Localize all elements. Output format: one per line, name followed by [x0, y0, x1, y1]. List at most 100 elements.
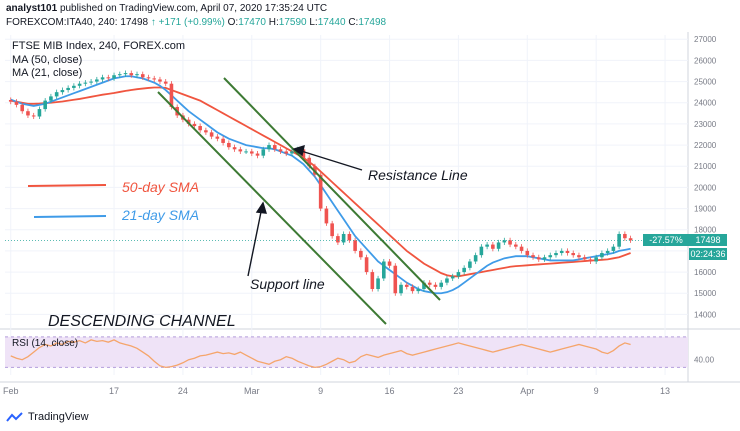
candle-body [209, 132, 214, 137]
candle-body [588, 259, 593, 262]
candle-body [548, 255, 553, 258]
rsi-panel [5, 336, 688, 369]
candle [66, 85, 70, 93]
candle [485, 242, 489, 250]
candle [347, 231, 352, 243]
candle [83, 80, 88, 87]
candle [284, 148, 289, 157]
candle [582, 254, 587, 262]
candle [204, 127, 208, 135]
candle [112, 72, 116, 81]
candle-body [152, 78, 157, 80]
candle [353, 237, 357, 254]
y-tick-label: 14000 [694, 310, 717, 319]
candle-body [491, 244, 495, 249]
candle-body [106, 77, 111, 79]
candle [370, 269, 375, 292]
close-value: 17498 [358, 17, 387, 28]
x-tick-label: 17 [109, 386, 119, 396]
candle-body [341, 233, 346, 243]
candle-body [284, 151, 289, 154]
support-arrowhead [255, 201, 267, 214]
candle [422, 280, 426, 292]
candle-body [146, 77, 151, 79]
candle-body [112, 75, 116, 79]
candle-body [393, 265, 398, 294]
candle [158, 76, 162, 85]
candle [54, 89, 59, 99]
candle-body [83, 82, 88, 84]
candle [445, 275, 449, 286]
candle [249, 148, 254, 157]
candle [290, 148, 294, 157]
candle-body [370, 272, 375, 290]
candle-body [439, 282, 444, 287]
candle [468, 258, 472, 271]
candle-body [514, 244, 518, 247]
candle-body [290, 151, 294, 154]
candle-body [261, 149, 266, 156]
price-tag-text: 17498 [695, 235, 720, 245]
candle [525, 248, 530, 258]
candle [617, 231, 621, 250]
candle-body [66, 87, 70, 91]
ma50-line [10, 86, 631, 278]
candle-body [318, 174, 323, 209]
candle-body [54, 92, 59, 97]
candle [519, 244, 524, 254]
candle-body [60, 90, 65, 93]
y-tick-label: 15000 [694, 289, 717, 298]
resistance-arrow [297, 149, 363, 171]
candle [100, 74, 105, 82]
candle-body [14, 101, 19, 105]
candle-body [594, 257, 598, 262]
candle [49, 93, 53, 104]
candle-body [301, 149, 306, 158]
candle [410, 284, 415, 294]
candle [192, 121, 197, 129]
candle-body [359, 250, 363, 258]
candle-body [330, 223, 334, 237]
candle [209, 129, 214, 140]
candle-body [410, 286, 415, 292]
candle [565, 248, 570, 256]
candle-body [267, 145, 271, 150]
price-chart[interactable]: 50-day SMA 21-day SMA Resistance Line Su… [0, 32, 740, 408]
y-tick-label: 23000 [694, 120, 717, 129]
sma21-legend-line [33, 215, 107, 218]
candle [439, 280, 444, 290]
candle [106, 74, 111, 81]
symbol-label: FOREXCOM:ITA40, 240 [6, 17, 115, 28]
candle-body [445, 278, 449, 283]
candle-body [31, 115, 36, 117]
candle-body [198, 126, 202, 131]
candle [364, 254, 369, 275]
candle-body [605, 250, 610, 254]
candle [135, 71, 139, 78]
y-tick-label: 24000 [694, 99, 717, 108]
ma21-legend: MA (21, close) [12, 67, 82, 79]
candle-body [163, 81, 168, 84]
candle-body [456, 272, 461, 277]
rsi-tick-label: 40.00 [694, 356, 715, 365]
candle-body [43, 100, 47, 110]
open-label: O: [227, 17, 239, 28]
candle-body [502, 240, 507, 243]
high-label: H: [268, 17, 279, 28]
candle-body [623, 233, 627, 239]
candle [491, 242, 495, 252]
candle-body [227, 142, 231, 148]
candle-body [244, 151, 248, 153]
candle [628, 235, 633, 243]
resistance-annotation: Resistance Line [368, 167, 468, 183]
candle [324, 206, 329, 226]
candle-body [347, 233, 352, 241]
resistance-arrowhead [292, 144, 305, 157]
ma50-legend: MA (50, close) [12, 54, 82, 66]
candle-body [427, 282, 432, 285]
candle-body [20, 104, 25, 112]
publisher-name: analyst101 [6, 3, 58, 14]
candle-body [519, 246, 524, 251]
candle [123, 70, 128, 77]
candle [72, 83, 76, 91]
